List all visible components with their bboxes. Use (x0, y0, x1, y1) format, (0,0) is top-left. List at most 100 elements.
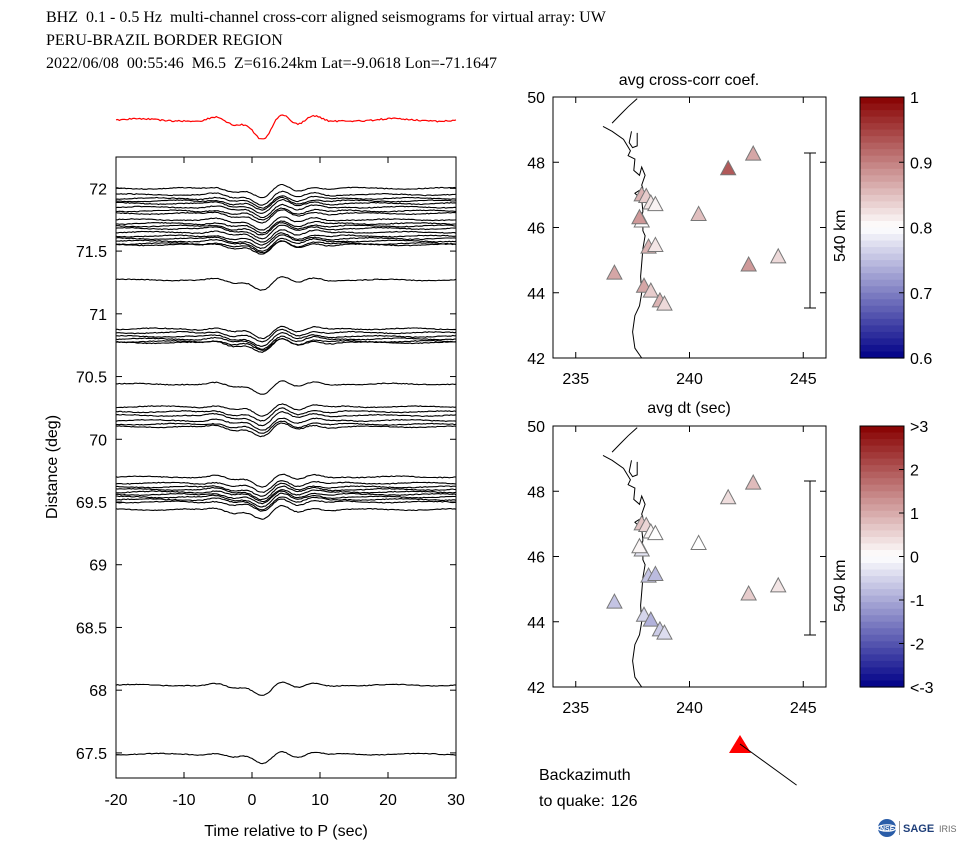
cross-corr-map: avg cross-corr coef. 235 240 245 42 44 46 48 50… (527, 72, 932, 388)
station-marker (690, 205, 707, 221)
colorbar-cell (860, 351, 904, 359)
figure-title-line-3: 2022/06/08 00:55:46 M6.5 Z=616.24km Lat=… (46, 55, 498, 72)
dt-map-title: avg dt (sec) (647, 400, 731, 417)
y-tick-label: 42 (527, 680, 545, 697)
y-tick-label: 42 (527, 351, 545, 368)
seismogram-trace (115, 207, 457, 221)
colorbar-cell (860, 253, 904, 261)
seismogram-trace (115, 222, 456, 236)
colorbar-cell (860, 110, 904, 118)
colorbar-cell (860, 471, 904, 479)
colorbar-cell (860, 201, 904, 209)
colorbar-cell (860, 497, 904, 505)
seismogram-trace (115, 232, 457, 246)
colorbar-cell (860, 426, 904, 434)
scale-bar-label: 540 km (832, 210, 849, 262)
seismogram-trace (115, 411, 457, 427)
seismogram-trace (116, 198, 457, 214)
y-tick-label: 50 (527, 90, 545, 107)
y-tick-label: 70 (89, 432, 107, 449)
colorbar-tick-label: 0.6 (910, 351, 932, 368)
colorbar-cell (860, 608, 904, 616)
station-marker (647, 565, 664, 581)
station-marker (719, 488, 737, 505)
seismogram-trace (115, 485, 456, 501)
colorbar-cell (860, 582, 904, 590)
y-tick-label: 72 (89, 181, 107, 198)
seismogram-trace (115, 420, 457, 434)
seismogram-trace (115, 496, 457, 511)
seismogram-trace (115, 276, 457, 291)
y-tick-label: 44 (527, 615, 545, 632)
sage-iris-logo: NSF SAGE IRIS (876, 817, 960, 839)
colorbar-cell (860, 194, 904, 202)
station-marker (769, 576, 787, 593)
seismogram-trace (115, 229, 457, 243)
colorbar-cell (860, 432, 904, 440)
colorbar-tick-label: 2 (910, 463, 919, 480)
colorbar-cell (860, 312, 904, 320)
x-tick-label: 245 (790, 371, 817, 388)
y-tick-label: 50 (527, 419, 545, 436)
colorbar-tick-label: 0.7 (910, 286, 932, 303)
y-tick-label: 67.5 (76, 746, 107, 763)
logo-text: SAGE (903, 823, 934, 835)
seismogram-trace (115, 196, 457, 211)
station-marker (690, 534, 707, 550)
station-marker (647, 236, 664, 252)
colorbar-cell (860, 142, 904, 150)
x-tick-label: 20 (379, 792, 397, 809)
seismogram-trace (115, 407, 457, 422)
colorbar-cell (860, 445, 904, 453)
colorbar-cell (860, 556, 904, 564)
seismogram-trace (115, 417, 457, 431)
colorbar-cell (860, 305, 904, 313)
colorbar-cell (860, 234, 904, 242)
y-tick-label: 70.5 (76, 370, 107, 387)
colorbar-cell (860, 673, 904, 682)
backazimuth-value-text: to quake: 126 (539, 793, 638, 810)
x-tick-label: 245 (790, 700, 817, 717)
y-tick-label: 69 (89, 558, 107, 575)
x-tick-label: 0 (248, 792, 257, 809)
colorbar-cell (860, 181, 904, 189)
colorbar-cell (860, 589, 904, 597)
colorbar-cell (860, 563, 904, 571)
station-marker (642, 611, 660, 627)
station-marker (647, 524, 664, 541)
seismogram-trace (115, 220, 456, 234)
y-tick-label: 68.5 (76, 620, 107, 637)
colorbar-tick-label: 1 (910, 506, 919, 523)
y-tick-label: 71 (89, 307, 107, 324)
x-tick-label: 30 (447, 792, 465, 809)
colorbar-cell (860, 641, 904, 649)
seismogram-trace (116, 325, 457, 340)
colorbar-cell (860, 615, 904, 623)
seismogram-trace (116, 183, 457, 199)
y-tick-label: 48 (527, 155, 545, 172)
colorbar-tick-label: >3 (910, 419, 928, 436)
x-tick-label: 240 (676, 700, 703, 717)
station-marker (631, 537, 648, 554)
colorbar-tick-label: 0.8 (910, 221, 932, 238)
colorbar-cell (860, 175, 904, 183)
colorbar-tick-label: -2 (910, 637, 924, 654)
seismogram-trace (116, 489, 457, 503)
colorbar-tick-label: 0.9 (910, 155, 932, 172)
colorbar-cell (860, 549, 904, 558)
colorbar-cell (860, 439, 904, 447)
colorbar-cell (860, 325, 904, 333)
colorbar-cell (860, 344, 904, 353)
dt-colorbar: >3 2 1 0 -1 -2 <-3 (859, 419, 934, 697)
seismogram-trace (115, 422, 457, 438)
y-tick-label: 68 (89, 683, 107, 700)
colorbar-cell (860, 97, 904, 105)
colorbar-cell (860, 504, 904, 512)
colorbar-cell (860, 123, 904, 131)
station-marker (744, 145, 762, 161)
coastline (602, 125, 646, 359)
station-marker (606, 593, 623, 609)
colorbar-cell (860, 299, 904, 307)
colorbar-cell (860, 292, 904, 300)
